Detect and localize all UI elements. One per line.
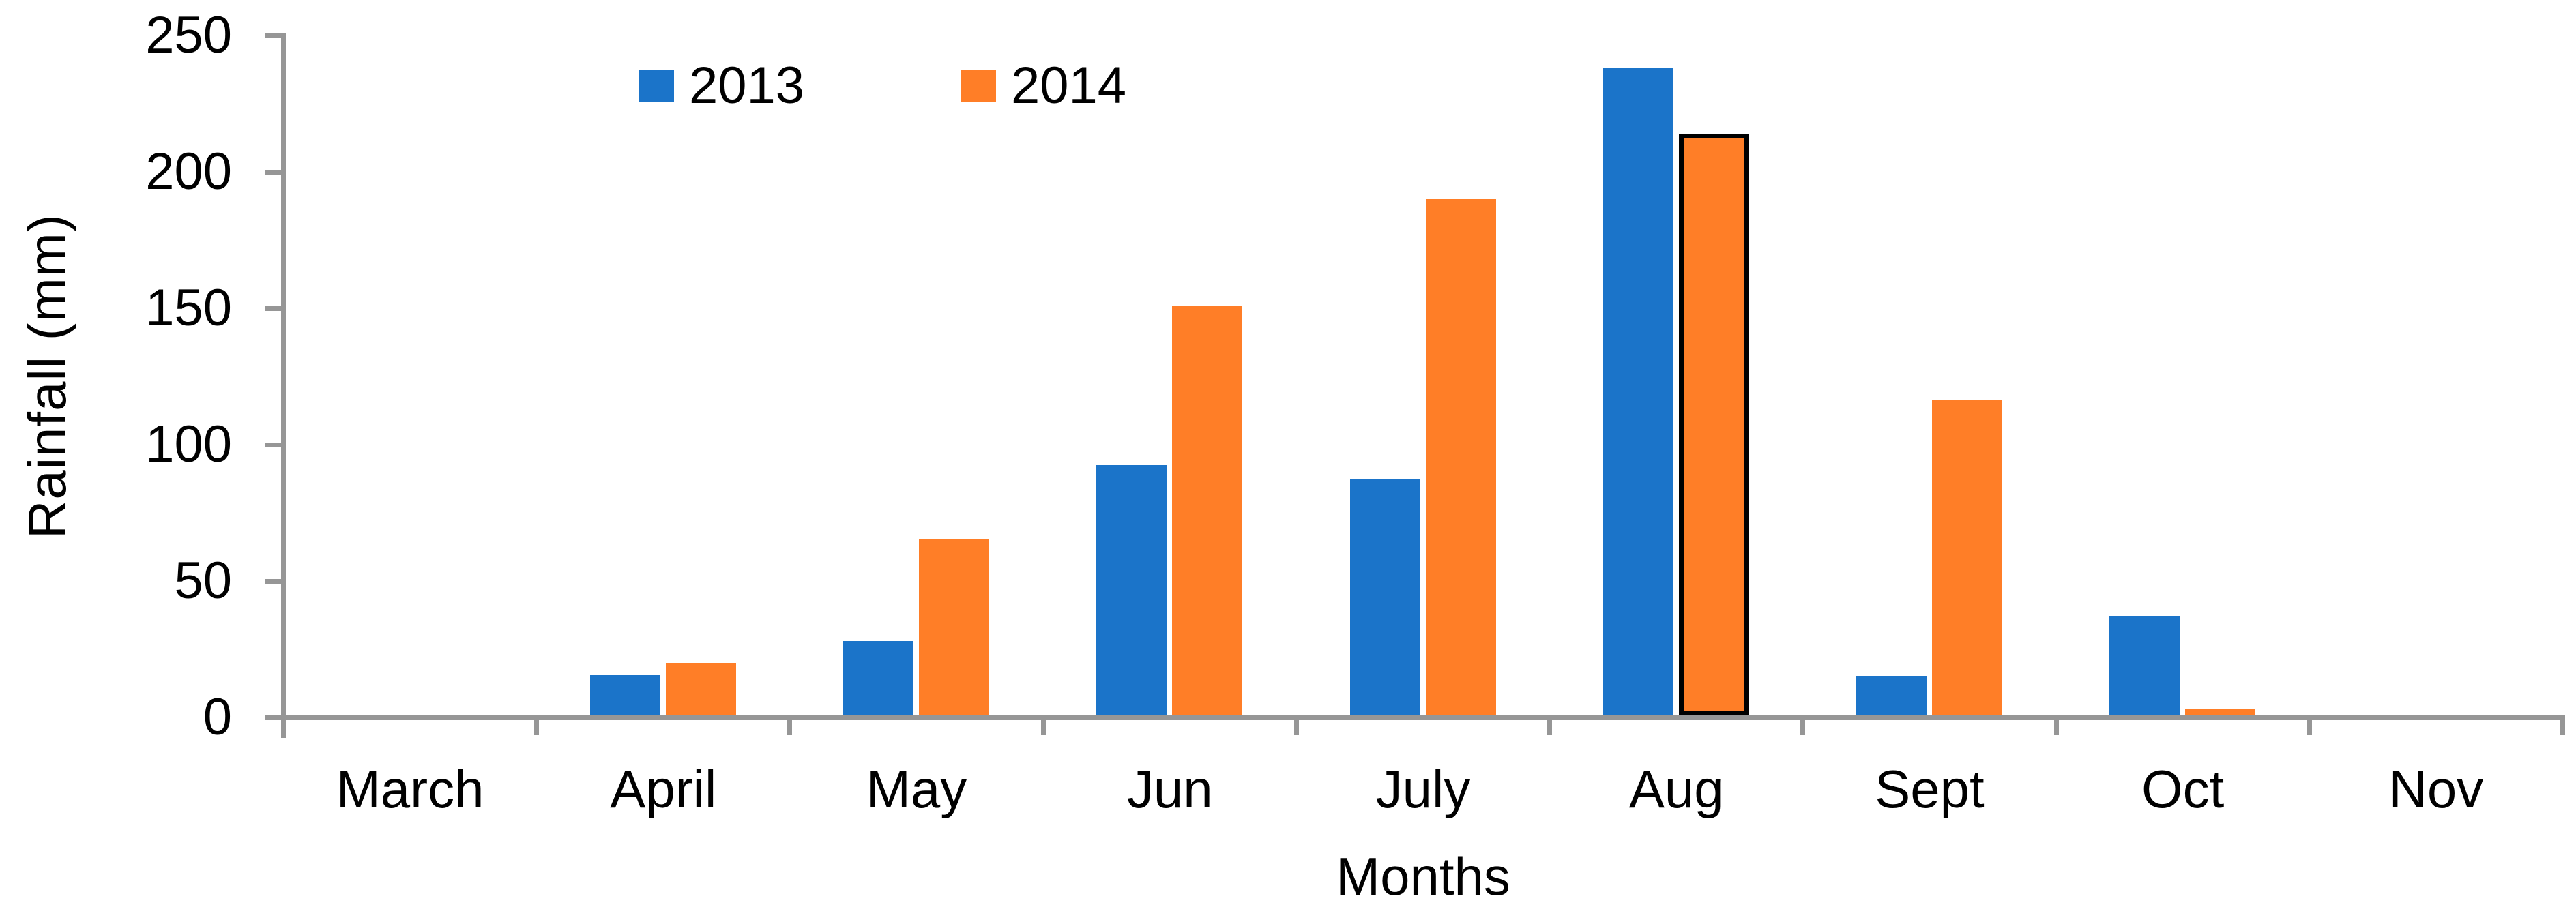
x-tick-label-nov: Nov	[2388, 759, 2484, 819]
x-axis-title: Months	[1336, 846, 1510, 906]
legend-swatch-2013-icon	[639, 70, 674, 102]
y-tick-mark-200	[265, 170, 283, 175]
y-tick-label-50: 50	[174, 552, 232, 610]
y-tick-label-150: 150	[145, 279, 232, 337]
x-tick-label-july: July	[1375, 759, 1471, 819]
bar-2014-may	[919, 539, 990, 715]
y-tick-label-250: 250	[145, 6, 232, 64]
y-axis-line	[281, 33, 286, 738]
bar-2013-july	[1349, 479, 1420, 715]
legend-label-2013: 2013	[689, 57, 805, 115]
x-tick-label-aug: Aug	[1628, 759, 1724, 819]
x-tick-mark-2	[787, 717, 793, 735]
x-tick-label-sept: Sept	[1875, 759, 1985, 819]
bar-2013-may	[843, 641, 914, 715]
x-tick-mark-8	[2307, 717, 2312, 735]
y-tick-label-100: 100	[145, 415, 232, 473]
x-tick-mark-6	[1800, 717, 1806, 735]
x-tick-mark-1	[534, 717, 540, 735]
x-tick-mark-3	[1040, 717, 1046, 735]
legend-item-2013: 2013	[639, 57, 805, 115]
y-tick-mark-0	[265, 715, 283, 720]
y-tick-label-200: 200	[145, 143, 232, 200]
bar-2013-april	[589, 675, 660, 715]
legend-swatch-2014-icon	[961, 70, 996, 102]
y-tick-mark-50	[265, 579, 283, 584]
bar-2014-jun	[1172, 306, 1243, 715]
bar-2014-july	[1425, 199, 1496, 715]
bar-2014-aug	[1678, 134, 1749, 715]
bar-2013-sept	[1856, 676, 1927, 715]
y-tick-mark-100	[265, 443, 283, 447]
x-tick-mark-7	[2053, 717, 2059, 735]
x-tick-mark-4	[1293, 717, 1299, 735]
x-tick-label-may: May	[866, 759, 967, 819]
y-tick-mark-150	[265, 306, 283, 311]
x-axis-line	[281, 715, 2565, 720]
x-tick-label-jun: Jun	[1126, 759, 1213, 819]
y-tick-label-0: 0	[203, 688, 232, 746]
y-tick-mark-250	[265, 33, 283, 38]
legend-label-2014: 2014	[1011, 57, 1127, 115]
legend-item-2014: 2014	[961, 57, 1127, 115]
bar-2013-jun	[1096, 465, 1167, 715]
bar-2013-oct	[2109, 616, 2180, 715]
bar-2014-oct	[2185, 709, 2256, 715]
x-tick-mark-5	[1547, 717, 1553, 735]
y-axis-title: Rainfall (mm)	[17, 213, 77, 539]
bar-2013-aug	[1602, 68, 1673, 715]
x-tick-label-oct: Oct	[2141, 759, 2225, 819]
bar-2014-sept	[1931, 400, 2002, 715]
x-tick-label-march: March	[336, 759, 484, 819]
x-tick-label-april: April	[610, 759, 717, 819]
bar-2014-april	[665, 663, 736, 715]
x-tick-mark-9	[2560, 717, 2565, 735]
